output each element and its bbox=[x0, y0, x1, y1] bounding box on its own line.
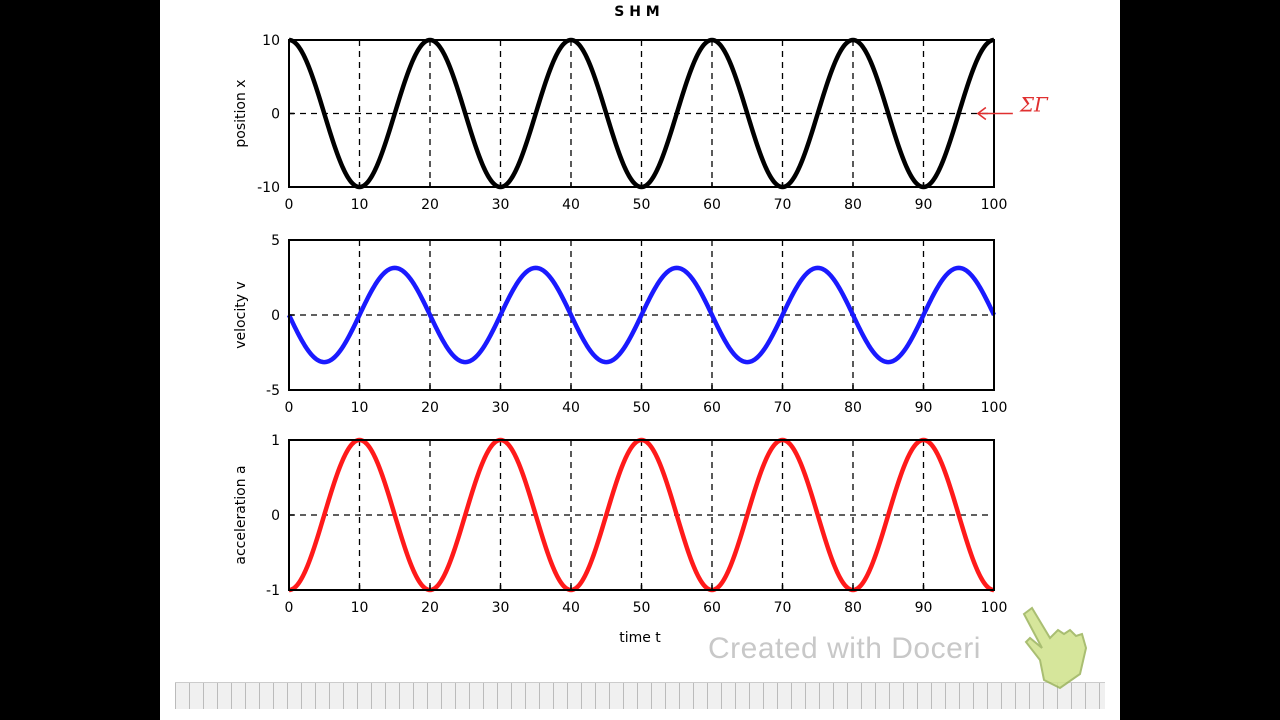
x-tick-label: 50 bbox=[633, 600, 651, 616]
x-tick-label: 10 bbox=[351, 600, 369, 616]
x-tick-label: 80 bbox=[844, 197, 862, 213]
pointing-hand-icon bbox=[1022, 606, 1088, 690]
x-tick-label: 60 bbox=[703, 600, 721, 616]
doceri-watermark: Created with Doceri bbox=[708, 632, 981, 665]
x-tick-label: 90 bbox=[915, 197, 933, 213]
subplot-1: 0 10 20 30 40 50 60 70 80 90 100 -10 0 10 position x S … bbox=[233, 4, 1049, 213]
y-tick-label: 5 bbox=[271, 233, 280, 249]
y-tick-label: 0 bbox=[271, 107, 280, 123]
x-tick-label: 0 bbox=[285, 600, 294, 616]
y-tick-label: 10 bbox=[262, 33, 280, 49]
x-tick-label: 50 bbox=[633, 400, 651, 416]
y-axis-label: velocity v bbox=[233, 281, 249, 348]
x-tick-label: 20 bbox=[421, 197, 439, 213]
y-tick-label: 0 bbox=[271, 308, 280, 324]
y-tick-label: -10 bbox=[257, 180, 280, 196]
x-tick-label: 20 bbox=[421, 400, 439, 416]
x-tick-label: 80 bbox=[844, 600, 862, 616]
x-tick-label: 70 bbox=[774, 197, 792, 213]
x-tick-label: 40 bbox=[562, 197, 580, 213]
y-tick-label: 1 bbox=[271, 433, 280, 449]
x-tick-label: 70 bbox=[774, 400, 792, 416]
x-tick-label: 60 bbox=[703, 197, 721, 213]
x-tick-label: 100 bbox=[981, 400, 1008, 416]
x-tick-label: 40 bbox=[562, 600, 580, 616]
x-tick-label: 50 bbox=[633, 197, 651, 213]
x-tick-label: 10 bbox=[351, 400, 369, 416]
x-tick-label: 70 bbox=[774, 600, 792, 616]
annotation-arrow bbox=[976, 106, 1013, 121]
x-tick-label: 90 bbox=[915, 400, 933, 416]
x-tick-label: 0 bbox=[285, 197, 294, 213]
x-tick-label: 90 bbox=[915, 600, 933, 616]
page-ruler bbox=[175, 682, 1105, 709]
x-tick-label: 100 bbox=[981, 600, 1008, 616]
x-tick-label: 30 bbox=[492, 197, 510, 213]
x-tick-label: 10 bbox=[351, 197, 369, 213]
x-tick-label: 20 bbox=[421, 600, 439, 616]
x-tick-label: 40 bbox=[562, 400, 580, 416]
x-tick-label: 30 bbox=[492, 400, 510, 416]
x-tick-label: 0 bbox=[285, 400, 294, 416]
series-line-2 bbox=[286, 265, 997, 365]
y-axis-label: position x bbox=[233, 79, 249, 147]
y-tick-label: -5 bbox=[266, 383, 280, 399]
subplot-2: 0 10 20 30 40 50 60 70 80 90 100 -5 0 5 velocity v bbox=[233, 233, 1007, 416]
subplot-3: 0 10 20 30 40 50 60 70 80 90 100 -1 0 1 acceleration a… bbox=[233, 433, 1007, 646]
chart-title: S H M bbox=[614, 4, 659, 20]
y-tick-label: 0 bbox=[271, 508, 280, 524]
y-axis-label: acceleration a bbox=[233, 465, 249, 564]
annotation-text: ΣΓ bbox=[1019, 93, 1049, 117]
x-tick-label: 100 bbox=[981, 197, 1008, 213]
x-tick-label: 60 bbox=[703, 400, 721, 416]
x-tick-label: 30 bbox=[492, 600, 510, 616]
x-axis-label: time t bbox=[619, 630, 661, 646]
x-tick-label: 80 bbox=[844, 400, 862, 416]
y-tick-label: -1 bbox=[266, 583, 280, 599]
